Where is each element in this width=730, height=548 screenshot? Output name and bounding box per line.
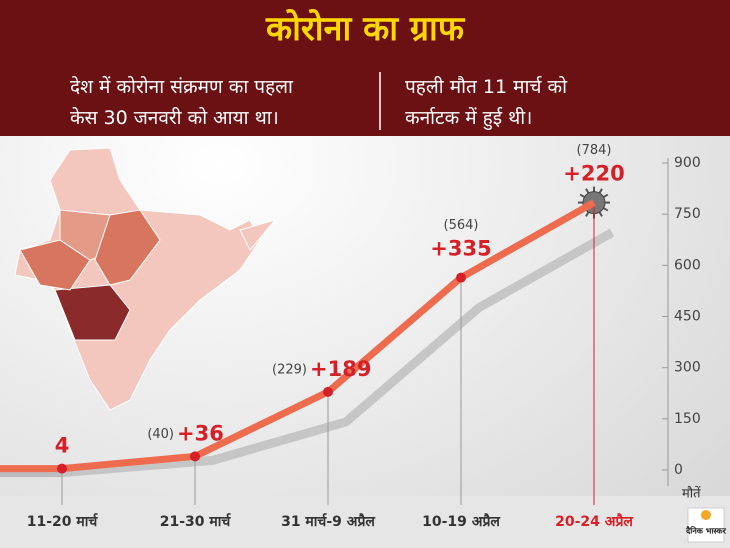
x-tick-label: 20-24 अप्रैल bbox=[555, 513, 633, 530]
new-deaths-label: +220 bbox=[563, 162, 624, 186]
new-deaths-label: +36 bbox=[177, 421, 224, 445]
x-tick-label: 31 मार्च-9 अप्रैल bbox=[281, 513, 375, 530]
new-deaths-label: 4 bbox=[55, 434, 70, 458]
total-label: (564) bbox=[444, 218, 479, 233]
header-band bbox=[0, 0, 730, 136]
logo: दैनिक भास्कर bbox=[685, 526, 727, 536]
point bbox=[190, 451, 200, 462]
point bbox=[57, 463, 67, 474]
x-tick-label: 10-19 अप्रैल bbox=[422, 513, 500, 530]
total-label: (40) bbox=[147, 427, 174, 442]
title: कोरोना का ग्राफ bbox=[265, 9, 465, 49]
logo-sun bbox=[701, 510, 711, 520]
note-right: पहली मौत 11 मार्च को कर्नाटक में हुई थी। bbox=[405, 72, 567, 134]
note-line: कर्नाटक में हुई थी। bbox=[405, 107, 533, 129]
total-label: (784) bbox=[577, 143, 612, 158]
y-axis-label: मौतें bbox=[682, 486, 701, 502]
y-tick-label: 750 bbox=[674, 206, 701, 222]
total-label: (229) bbox=[272, 362, 307, 377]
y-tick-label: 900 bbox=[674, 155, 701, 171]
new-deaths-label: +335 bbox=[430, 237, 491, 261]
shadow-line bbox=[61, 228, 615, 478]
shadow-line-group bbox=[0, 228, 615, 478]
y-tick-label: 150 bbox=[674, 411, 701, 427]
new-deaths-label: +189 bbox=[310, 357, 371, 381]
note-left: देश में कोरोना संक्रमण का पहला केस 30 जन… bbox=[70, 72, 293, 134]
y-tick-label: 300 bbox=[674, 360, 701, 376]
note-line: पहली मौत 11 मार्च को bbox=[405, 76, 567, 98]
y-tick-label: 0 bbox=[674, 462, 683, 478]
note-line: देश में कोरोना संक्रमण का पहला bbox=[70, 76, 293, 98]
india-map bbox=[14, 147, 277, 411]
point bbox=[456, 272, 466, 283]
x-tick-label: 11-20 मार्च bbox=[27, 513, 99, 530]
point bbox=[323, 386, 333, 397]
y-tick-label: 450 bbox=[674, 309, 701, 325]
x-axis-band bbox=[0, 496, 730, 548]
note-line: केस 30 जनवरी को आया था। bbox=[70, 107, 279, 129]
x-tick-label: 21-30 मार्च bbox=[160, 513, 232, 530]
y-tick-label: 600 bbox=[674, 257, 701, 273]
